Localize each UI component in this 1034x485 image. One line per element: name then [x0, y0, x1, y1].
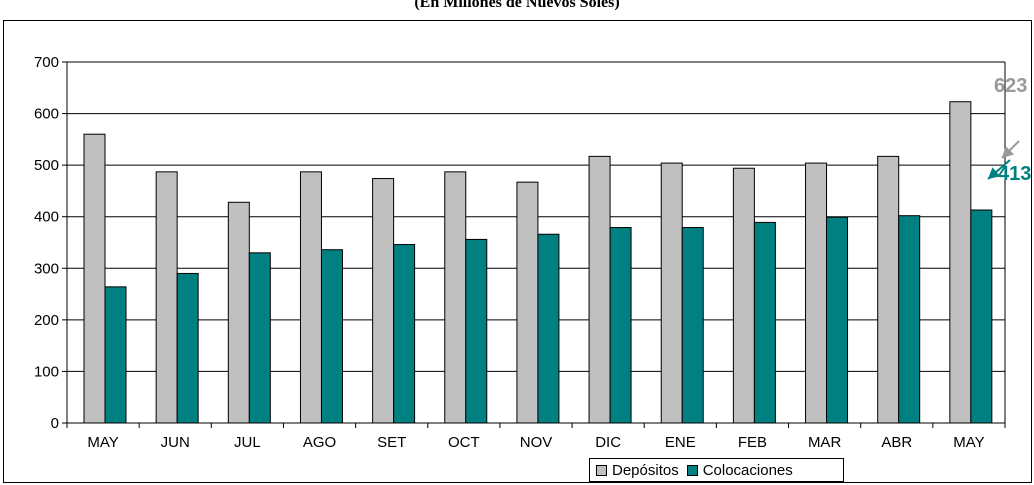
- y-tick-label: 400: [34, 209, 59, 226]
- callout-label-depositos: 623: [994, 75, 1027, 97]
- y-tick-label: 600: [34, 106, 59, 123]
- y-tick-label: 100: [34, 363, 59, 380]
- bar-depositos: [299, 171, 322, 424]
- bar-colocaciones: [465, 238, 488, 424]
- x-tick-label: MAY: [87, 434, 118, 451]
- bar-colocaciones: [176, 272, 199, 424]
- bar-depositos: [83, 133, 106, 424]
- legend-label: Colocaciones: [702, 461, 793, 479]
- callout-arrow-colocaciones-head: [988, 167, 1001, 179]
- y-tick-label: 700: [34, 54, 59, 71]
- chart-legend: Depósitos Colocaciones: [589, 458, 844, 482]
- bar-colocaciones: [826, 216, 849, 424]
- bar-depositos: [949, 101, 972, 424]
- bar-depositos: [516, 181, 539, 424]
- bar-depositos: [372, 178, 395, 424]
- bar-depositos: [588, 155, 611, 424]
- legend-swatch: [686, 464, 698, 476]
- x-tick-label: ENE: [665, 434, 696, 451]
- bar-colocaciones: [320, 249, 343, 424]
- y-tick-label: 200: [34, 312, 59, 329]
- x-tick-label: FEB: [738, 434, 767, 451]
- bar-colocaciones: [753, 221, 776, 424]
- x-tick-label: DIC: [595, 434, 621, 451]
- chart-subtitle: (En Millones de Nuevos Soles): [414, 0, 620, 11]
- y-tick-label: 500: [34, 157, 59, 174]
- callout-label-colocaciones: 413: [998, 163, 1031, 185]
- bar-depositos: [227, 201, 250, 424]
- callout-arrow-depositos-head: [1002, 145, 1015, 158]
- bar-colocaciones: [898, 215, 921, 424]
- x-tick-label: MAR: [808, 434, 842, 451]
- legend-swatch: [596, 464, 607, 476]
- x-tick-label: AGO: [303, 434, 336, 451]
- bar-depositos: [877, 155, 900, 424]
- bar-colocaciones: [537, 233, 560, 424]
- legend-label: Depósitos: [612, 461, 679, 479]
- x-tick-label: ABR: [881, 434, 912, 451]
- chart-area: 0 100 200 300 400 500 600 700 MAY JUN JUL AGO SET OCT…: [3, 20, 1032, 483]
- bar-colocaciones: [104, 286, 127, 424]
- y-tick-label: 0: [51, 415, 59, 432]
- bar-chart: 0 100 200 300 400 500 600 700 MAY JUN JUL AGO SET OCT…: [34, 54, 1031, 451]
- legend-item: Depósitos: [596, 462, 679, 479]
- bar-depositos: [732, 167, 755, 424]
- bar-colocaciones: [393, 244, 416, 424]
- bar-colocaciones: [609, 227, 632, 424]
- bar-colocaciones: [248, 252, 271, 424]
- y-tick-label: 300: [34, 260, 59, 277]
- bar-depositos: [805, 162, 828, 424]
- x-tick-label: NOV: [520, 434, 553, 451]
- x-tick-label: JUN: [161, 434, 190, 451]
- legend-item: Colocaciones: [686, 461, 793, 479]
- x-tick-label: OCT: [448, 434, 480, 451]
- x-tick-label: JUL: [234, 434, 261, 451]
- bar-colocaciones: [970, 209, 993, 424]
- x-tick-label: MAY: [953, 434, 984, 451]
- bar-depositos: [155, 171, 178, 424]
- bar-depositos: [660, 162, 683, 424]
- bar-colocaciones: [681, 227, 704, 424]
- bar-depositos: [444, 171, 467, 424]
- x-tick-label: SET: [377, 434, 406, 451]
